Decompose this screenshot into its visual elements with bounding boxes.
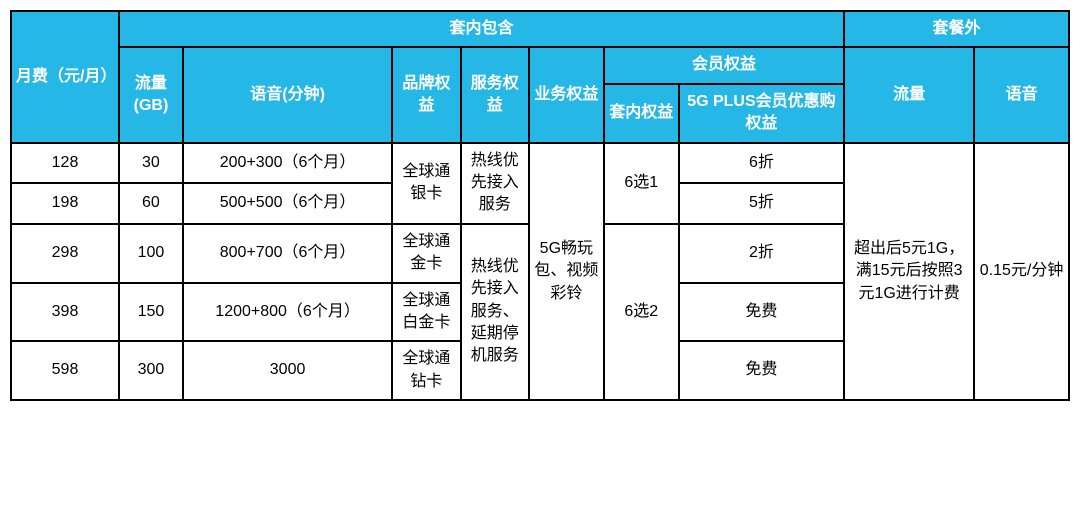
- th-brand: 品牌权益: [392, 47, 460, 142]
- cell-excess-voice: 0.15元/分钟: [974, 143, 1069, 401]
- cell-plus: 6折: [679, 143, 844, 184]
- cell-gb: 100: [119, 224, 183, 283]
- cell-fee: 598: [11, 341, 119, 400]
- cell-voice: 1200+800（6个月）: [183, 283, 392, 342]
- cell-fee: 398: [11, 283, 119, 342]
- cell-service-2: 热线优先接入服务、延期停机服务: [461, 224, 529, 400]
- th-inner-benefit: 套内权益: [604, 84, 679, 143]
- cell-service-1: 热线优先接入服务: [461, 143, 529, 224]
- cell-excess-data: 超出后5元1G，满15元后按照3元1G进行计费: [844, 143, 974, 401]
- cell-fee: 198: [11, 183, 119, 224]
- cell-brand-platinum: 全球通白金卡: [392, 283, 460, 342]
- cell-inner-1: 6选1: [604, 143, 679, 224]
- th-voice: 语音(分钟): [183, 47, 392, 142]
- cell-plus: 2折: [679, 224, 844, 283]
- cell-voice: 800+700（6个月）: [183, 224, 392, 283]
- table-row: 128 30 200+300（6个月） 全球通银卡 热线优先接入服务 5G畅玩包…: [11, 143, 1069, 184]
- cell-gb: 30: [119, 143, 183, 184]
- th-service: 服务权益: [461, 47, 529, 142]
- cell-fee: 128: [11, 143, 119, 184]
- cell-gb: 300: [119, 341, 183, 400]
- cell-business: 5G畅玩包、视频彩铃: [529, 143, 604, 401]
- cell-inner-2: 6选2: [604, 224, 679, 400]
- cell-plus: 免费: [679, 341, 844, 400]
- th-excess-data: 流量: [844, 47, 974, 142]
- cell-brand-gold: 全球通金卡: [392, 224, 460, 283]
- cell-plus: 免费: [679, 283, 844, 342]
- cell-gb: 150: [119, 283, 183, 342]
- th-monthly-fee: 月费（元/月）: [11, 11, 119, 143]
- cell-voice: 200+300（6个月）: [183, 143, 392, 184]
- th-data: 流量(GB): [119, 47, 183, 142]
- cell-voice: 500+500（6个月）: [183, 183, 392, 224]
- th-excess: 套餐外: [844, 11, 1069, 47]
- th-business: 业务权益: [529, 47, 604, 142]
- th-included: 套内包含: [119, 11, 844, 47]
- th-excess-voice: 语音: [974, 47, 1069, 142]
- cell-brand-silver: 全球通银卡: [392, 143, 460, 224]
- cell-voice: 3000: [183, 341, 392, 400]
- th-member: 会员权益: [604, 47, 844, 83]
- cell-plus: 5折: [679, 183, 844, 224]
- cell-brand-diamond: 全球通钻卡: [392, 341, 460, 400]
- pricing-table: 月费（元/月） 套内包含 套餐外 流量(GB) 语音(分钟) 品牌权益 服务权益…: [10, 10, 1070, 401]
- cell-fee: 298: [11, 224, 119, 283]
- th-plus-benefit: 5G PLUS会员优惠购权益: [679, 84, 844, 143]
- cell-gb: 60: [119, 183, 183, 224]
